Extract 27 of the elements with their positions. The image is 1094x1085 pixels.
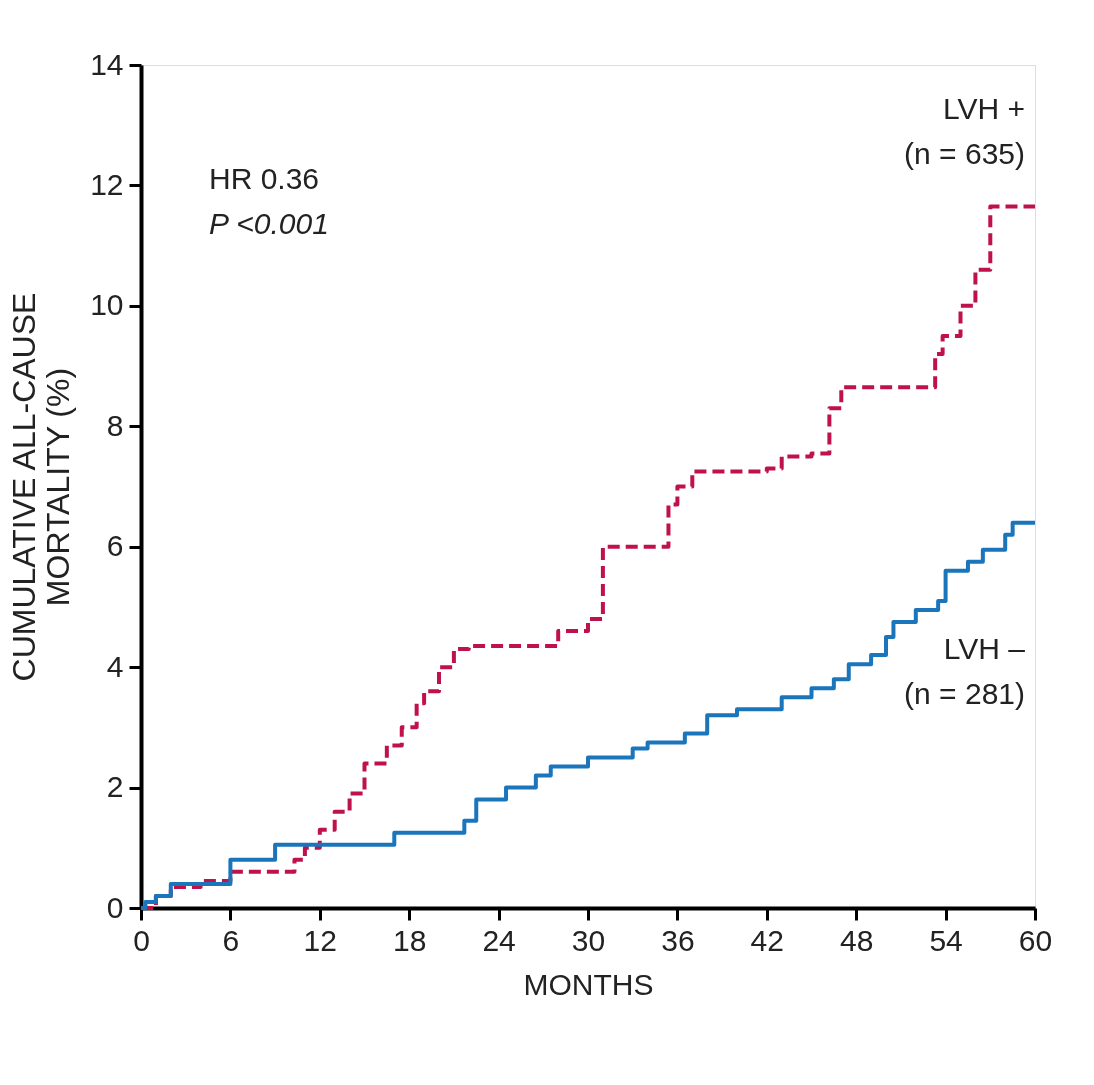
y-tick-label: 4 <box>106 649 124 683</box>
annotation: P <0.001 <box>209 207 329 240</box>
x-tick-label: 18 <box>393 923 427 957</box>
x-axis-title: MONTHS <box>523 967 654 1001</box>
y-tick-label: 8 <box>106 408 124 442</box>
x-tick-label: 24 <box>482 923 516 957</box>
x-tick-label: 48 <box>840 923 874 957</box>
x-tick-label: 30 <box>571 923 606 957</box>
x-tick-label: 42 <box>750 923 784 957</box>
x-tick-label: 60 <box>1018 923 1053 957</box>
series-label: LVH – <box>943 632 1026 665</box>
y-tick-label: 14 <box>90 47 124 81</box>
y-tick-label: 2 <box>106 770 124 804</box>
annotation: HR 0.36 <box>209 162 320 195</box>
text: LVH + <box>943 92 1025 125</box>
annotation: (n = 635) <box>904 137 1025 170</box>
x-tick-label: 0 <box>133 923 150 957</box>
y-axis-title: CUMULATIVE ALL-CAUSE MORTALITY (%) <box>6 292 77 682</box>
y-tick-label: 0 <box>106 890 124 924</box>
y-tick-label: 10 <box>90 288 124 322</box>
x-tick-label: 36 <box>661 923 695 957</box>
x-tick-label: 12 <box>303 923 337 957</box>
x-tick-label: 6 <box>222 923 240 957</box>
y-tick-label: 6 <box>106 529 124 563</box>
annotation: (n = 281) <box>904 677 1025 710</box>
y-tick-label: 12 <box>90 167 124 201</box>
x-tick-label: 54 <box>929 923 963 957</box>
